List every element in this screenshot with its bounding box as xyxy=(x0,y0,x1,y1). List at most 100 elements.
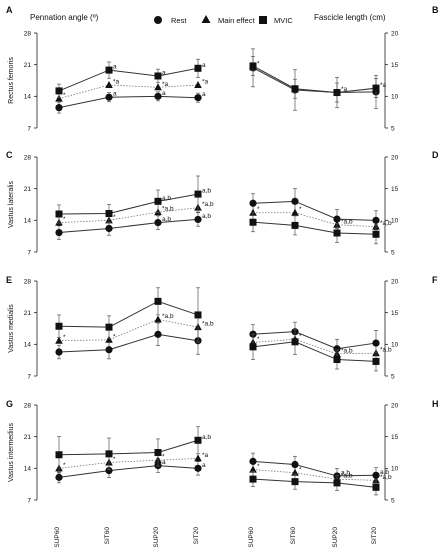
panel-a-mvic-point-3 xyxy=(194,64,202,72)
legend-main-effect-label: Main effect xyxy=(218,16,255,25)
panel-c-rest-line xyxy=(58,218,199,234)
panel-a-main-effect-line xyxy=(58,84,199,99)
panel-h-letter: H xyxy=(432,399,439,409)
panel-f-tick-label-15: 15 xyxy=(391,310,399,317)
panel-d-mvic-point-0 xyxy=(249,218,257,226)
legend-rest: Rest xyxy=(154,16,187,25)
panel-c-mvic-point-3 xyxy=(194,190,202,198)
panel-b-mvic-line xyxy=(252,65,377,94)
panel-g-mvic-annotation-3: a,b xyxy=(202,434,211,441)
panel-f-mvic-point-0 xyxy=(249,343,257,351)
panel-b-mvic-point-2 xyxy=(333,89,341,97)
panel-h-tick-label-10: 10 xyxy=(391,466,399,473)
panel-e-series-mvic xyxy=(55,287,202,343)
panel-d-main-effect-annotation-0: * xyxy=(257,206,260,213)
panel-f-mvic-point-3 xyxy=(372,357,380,365)
panel-c-series-rest: a,b a,b xyxy=(55,212,211,240)
panel-b-tick-label-10: 10 xyxy=(391,94,399,101)
panel-h-main-effect-point-0 xyxy=(249,465,257,473)
panel-c-main-effect-annotation-1: * xyxy=(113,214,116,221)
panel-c-ylabel: Vastus lateralis xyxy=(8,181,15,228)
panel-f-tick-label-20: 20 xyxy=(391,278,399,285)
panel-b-tick-label-20: 20 xyxy=(391,30,399,37)
panel-g-mvic-point-2 xyxy=(154,449,162,456)
panel-a-tick-label-28: 28 xyxy=(24,30,32,37)
panel-f-rest-line xyxy=(252,331,377,350)
panel-e: E 7 14 21 28 Vastus medialis * * *a,b *a,b xyxy=(6,275,214,380)
panel-g-rest-point-0 xyxy=(55,473,63,481)
panel-f-main-effect-annotation-2: *a,b xyxy=(341,347,353,354)
panel-a-rest-point-2 xyxy=(154,92,162,100)
panel-c-tick-label-7: 7 xyxy=(27,249,31,256)
panel-e-tick-label-21: 21 xyxy=(24,310,32,317)
panel-a-mvic-point-1 xyxy=(105,66,113,74)
panel-d-tick-label-10: 10 xyxy=(391,218,399,225)
x-label-sup60-right: SUP60 xyxy=(248,527,255,548)
panel-b-tick-label-15: 15 xyxy=(391,62,399,69)
panel-c-mvic-point-0 xyxy=(55,210,63,218)
panel-g-main-effect-annotation-2: * xyxy=(162,454,165,461)
header-fascicle-length: Fascicle length (cm) xyxy=(314,13,386,22)
panel-a-main-effect-annotation-3: *a xyxy=(202,79,209,86)
panel-b-series-mvic xyxy=(249,56,380,103)
panel-a: A 7 14 21 28 Rectus femoris a a a * *a *a *a a a a xyxy=(6,5,209,132)
panel-a-main-effect-point-3 xyxy=(194,81,202,89)
panel-h-series-rest: a,b a,b xyxy=(249,452,389,484)
panel-d-main-effect-annotation-2: *a,b xyxy=(341,218,353,225)
panel-g-tick-label-28: 28 xyxy=(24,402,32,409)
panel-b-main-effect-annotation-3: *a xyxy=(380,82,387,89)
panel-b-mvic-point-3 xyxy=(372,84,380,92)
panel-a-series-mvic: a a a xyxy=(55,58,206,99)
panel-h-rest-point-1 xyxy=(291,460,299,469)
panel-a-tick-label-21: 21 xyxy=(24,62,32,69)
panel-c-rest-annotation-3: a,b xyxy=(202,213,211,220)
panel-h-tick-label-5: 5 xyxy=(391,497,395,504)
panel-d-mvic-point-2 xyxy=(333,229,341,237)
x-axis-labels-left: SUP60 SIT60 SUP20 SIT20 xyxy=(54,527,200,548)
panel-c-main-effect-annotation-0: * xyxy=(63,216,66,223)
panel-f-letter: F xyxy=(432,275,438,285)
panel-b-rest-line xyxy=(252,67,377,94)
panel-e-rest-point-2 xyxy=(154,330,162,338)
panel-h-rest-annotation-2: a,b xyxy=(341,469,350,476)
panel-e-mvic-point-1 xyxy=(105,323,113,331)
header-pennation-angle: Pennation angle (º) xyxy=(30,13,99,22)
panel-g-mvic-point-0 xyxy=(55,451,63,459)
panel-d-series-mvic xyxy=(249,212,380,245)
legend-rest-marker xyxy=(154,16,162,24)
legend-rest-label: Rest xyxy=(171,16,187,25)
panel-g-rest-point-3 xyxy=(194,464,202,472)
panel-g-tick-label-21: 21 xyxy=(24,434,32,441)
panel-f-tick-label-10: 10 xyxy=(391,342,399,349)
panel-b-tick-label-5: 5 xyxy=(391,125,395,132)
panel-a-main-effect-point-2 xyxy=(154,83,162,91)
panel-g-letter: G xyxy=(6,399,13,409)
panel-c-tick-label-21: 21 xyxy=(24,186,32,193)
panel-e-tick-label-28: 28 xyxy=(24,278,32,285)
panel-g-rest-annotation-3: a xyxy=(202,462,206,469)
x-label-sup60-left: SUP60 xyxy=(54,527,61,548)
panel-a-main-effect-point-1 xyxy=(105,81,113,89)
panel-e-main-effect-annotation-1: * xyxy=(113,333,116,340)
panel-d-rest-point-1 xyxy=(291,197,299,205)
panel-c-rest-annotation-2: a,b xyxy=(162,216,171,223)
panel-e-ylabel: Vastus medialis xyxy=(8,304,15,353)
panel-h-mvic-point-3 xyxy=(372,483,380,491)
panel-h-series-mvic xyxy=(249,471,380,496)
panel-d-rest-point-3 xyxy=(372,216,380,224)
panel-g-main-effect-annotation-3: *a xyxy=(202,452,209,459)
panel-g-rest-line xyxy=(58,465,199,478)
panel-g-mvic-point-1 xyxy=(105,450,113,458)
x-label-sup20-left: SUP20 xyxy=(153,527,160,548)
panel-d-rest-line xyxy=(252,200,377,221)
panel-h-mvic-point-1 xyxy=(291,478,299,486)
panel-b-main-effect-annotation-2: *a xyxy=(341,86,348,93)
panel-f-series-rest xyxy=(249,321,380,359)
panel-d-series-main-effect: * * *a,b *a,b xyxy=(249,206,392,230)
panel-f-main-effect-annotation-3: *a,b xyxy=(380,347,392,354)
legend-main-effect: Main effect xyxy=(201,15,255,25)
panel-f-rest-point-2 xyxy=(333,345,341,353)
